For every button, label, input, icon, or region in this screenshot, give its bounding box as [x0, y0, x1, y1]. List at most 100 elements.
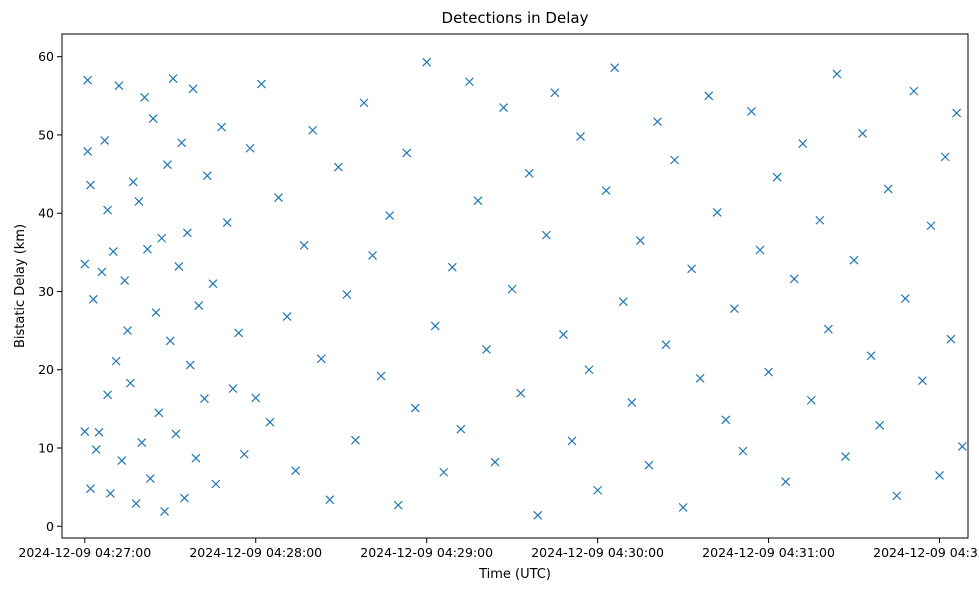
data-point	[410, 403, 420, 413]
data-point	[200, 394, 209, 404]
data-point	[900, 294, 910, 303]
data-point	[114, 81, 124, 91]
data-point	[393, 500, 403, 510]
data-point	[274, 193, 283, 202]
data-point	[251, 393, 261, 403]
data-point	[858, 128, 868, 138]
data-point	[618, 297, 628, 307]
data-point	[946, 334, 956, 344]
data-point	[154, 408, 164, 418]
data-point	[177, 138, 187, 148]
x-tick-label: 2024-12-09 04:29:00	[360, 545, 493, 560]
x-tick-label: 2024-12-09 04:32:00	[873, 545, 979, 560]
data-point	[148, 114, 158, 123]
data-point	[174, 262, 184, 271]
data-point	[738, 446, 748, 456]
data-point	[80, 427, 90, 436]
data-point	[712, 208, 722, 217]
data-point	[123, 326, 132, 336]
y-tick-label: 50	[38, 127, 54, 142]
data-point	[721, 415, 731, 425]
data-point	[168, 74, 178, 84]
data-point	[439, 467, 449, 477]
data-point	[832, 69, 842, 79]
y-tick-label: 10	[38, 441, 54, 456]
data-point	[217, 122, 226, 132]
y-tick-label: 40	[38, 206, 54, 221]
data-point	[653, 117, 662, 127]
y-axis-ticks: 0 10 20 30 40 50 60	[38, 49, 62, 534]
data-point	[764, 367, 773, 377]
data-point	[559, 330, 568, 339]
data-point	[211, 479, 221, 489]
data-point	[789, 274, 799, 284]
data-point	[128, 177, 138, 187]
data-point	[456, 424, 466, 434]
data-point	[194, 301, 204, 310]
x-tick-label: 2024-12-09 04:28:00	[189, 545, 322, 560]
data-point	[584, 365, 594, 375]
data-point	[162, 160, 172, 170]
data-point	[80, 259, 90, 269]
data-point	[125, 378, 135, 388]
data-point	[610, 63, 620, 73]
chart-title: Detections in Delay	[442, 9, 589, 27]
data-point	[103, 390, 113, 400]
data-point	[325, 495, 335, 505]
data-point	[291, 466, 301, 476]
x-tick-label: 2024-12-09 04:27:00	[18, 545, 151, 560]
data-point	[841, 452, 850, 462]
data-point	[131, 499, 141, 508]
data-point	[91, 445, 101, 454]
data-point	[499, 103, 509, 112]
data-point	[567, 436, 577, 446]
data-point	[926, 221, 936, 231]
data-point	[516, 388, 526, 398]
data-point	[222, 218, 232, 228]
data-point	[137, 438, 147, 447]
data-point	[541, 230, 551, 240]
data-point	[576, 132, 585, 141]
data-point	[661, 340, 671, 350]
data-point	[185, 360, 195, 370]
data-point	[823, 324, 833, 334]
data-point	[550, 88, 560, 98]
data-point	[376, 371, 386, 381]
data-point	[402, 148, 412, 158]
data-point	[935, 470, 944, 480]
data-point	[430, 321, 440, 331]
data-point	[308, 125, 318, 135]
y-axis-label: Bistatic Delay (km)	[13, 224, 28, 348]
data-point	[729, 304, 739, 314]
data-point	[359, 98, 369, 108]
data-point	[160, 506, 169, 516]
x-axis-ticks: 2024-12-09 04:27:00 2024-12-09 04:28:00 20…	[18, 538, 979, 560]
data-point	[957, 442, 967, 451]
data-point	[86, 484, 95, 494]
data-point	[86, 180, 95, 190]
data-point	[385, 211, 395, 220]
x-tick-label: 2024-12-09 04:31:00	[702, 545, 835, 560]
data-point	[202, 171, 212, 181]
data-point	[157, 233, 167, 243]
data-point	[772, 172, 782, 182]
data-point	[282, 312, 292, 321]
data-point	[299, 240, 309, 250]
y-tick-label: 30	[38, 284, 54, 299]
data-point	[806, 395, 816, 405]
data-point	[422, 57, 432, 67]
data-point	[120, 276, 130, 285]
data-point	[111, 356, 121, 366]
data-point	[747, 107, 756, 116]
data-point	[228, 384, 238, 393]
data-point	[188, 84, 198, 94]
data-point	[627, 398, 637, 408]
data-point	[94, 427, 104, 437]
data-point	[234, 328, 244, 338]
data-point	[239, 449, 249, 459]
data-point	[507, 284, 517, 294]
data-point	[892, 491, 902, 501]
data-point	[245, 143, 255, 153]
data-point	[265, 417, 275, 427]
